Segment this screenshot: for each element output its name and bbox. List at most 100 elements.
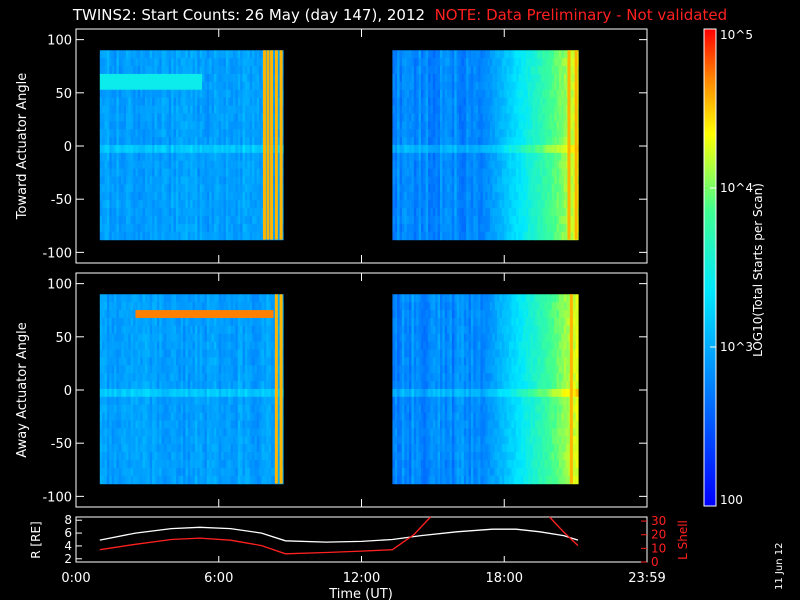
heatmap-cell <box>147 412 151 422</box>
heatmap-cell <box>104 81 108 91</box>
heatmap-cell <box>114 152 118 162</box>
heatmap-cell <box>192 333 196 343</box>
heatmap-cell <box>192 475 196 485</box>
heatmap-cell <box>161 81 165 91</box>
heatmap-cell <box>409 58 413 67</box>
heatmap-cell <box>128 349 132 358</box>
heatmap-cell <box>213 144 217 154</box>
heatmap-cell <box>144 365 148 374</box>
heatmap-cell <box>102 160 106 170</box>
heatmap-cell <box>485 129 489 138</box>
heatmap-cell <box>539 223 543 233</box>
heatmap-cell <box>504 168 508 178</box>
heatmap-cell <box>480 50 484 59</box>
heatmap-cell <box>233 152 237 162</box>
heatmap-cell <box>218 459 222 469</box>
heatmap-cell <box>230 113 234 122</box>
heatmap-cell <box>185 452 189 461</box>
heatmap-cell <box>111 168 115 178</box>
heatmap-cell <box>444 66 448 75</box>
heatmap-cell <box>206 200 210 209</box>
heatmap-cell <box>394 215 398 225</box>
heatmap-cell <box>152 176 156 185</box>
heatmap-cell <box>478 50 482 59</box>
heatmap-cell <box>249 152 253 162</box>
heatmap-cell <box>106 333 110 343</box>
heatmap-cell <box>164 349 168 358</box>
heatmap-cell <box>506 208 510 217</box>
heatmap-cell <box>168 200 172 209</box>
heatmap-cell <box>106 452 110 461</box>
heatmap-cell <box>237 160 241 170</box>
heatmap-cell <box>244 89 248 99</box>
heatmap-cell <box>485 208 489 217</box>
heatmap-cell <box>209 200 213 209</box>
heatmap-cell <box>142 215 146 225</box>
heatmap-cell <box>137 144 141 154</box>
heatmap-cell <box>485 184 489 193</box>
heatmap-cell <box>114 58 118 67</box>
heatmap-spike <box>279 50 283 240</box>
heatmap-cell <box>137 89 141 99</box>
heatmap-cell <box>418 168 422 178</box>
heatmap-cell <box>118 420 122 429</box>
heatmap-cell <box>106 168 110 178</box>
heatmap-cell <box>442 200 446 209</box>
heatmap-cell <box>175 231 179 241</box>
heatmap-cell <box>392 192 396 201</box>
heatmap-cell <box>547 97 551 107</box>
heatmap-cell <box>485 168 489 178</box>
heatmap-cell <box>156 436 160 445</box>
heatmap-cell <box>204 444 208 453</box>
heatmap-cell <box>442 113 446 122</box>
heatmap-cell <box>497 192 501 201</box>
heatmap-cell <box>416 66 420 75</box>
heatmap-cell <box>183 223 187 233</box>
heatmap-cell <box>492 97 496 107</box>
heatmap-cell <box>106 97 110 107</box>
heatmap-cell <box>178 192 182 201</box>
heatmap-cell <box>180 349 184 358</box>
heatmap-cell <box>449 58 453 67</box>
heatmap-cell <box>183 349 187 358</box>
heatmap-cell <box>125 58 129 67</box>
heatmap-cell <box>413 152 417 162</box>
heatmap-cell <box>147 89 151 99</box>
heatmap-cell <box>135 475 139 485</box>
heatmap-cell <box>492 137 496 146</box>
heatmap-cell <box>416 121 420 130</box>
heatmap-cell <box>102 137 106 146</box>
heatmap-cell <box>256 215 260 225</box>
heatmap-cell <box>539 215 543 225</box>
heatmap-cell <box>537 176 541 185</box>
chart-title: TWINS2: Start Counts: 26 May (day 147), … <box>0 6 800 24</box>
heatmap-cell <box>254 137 258 146</box>
heatmap-cell <box>428 121 432 130</box>
heatmap-cell <box>156 396 160 406</box>
heatmap-cell <box>183 428 187 437</box>
heatmap-cell <box>225 176 229 185</box>
heatmap-cell <box>199 381 203 390</box>
heatmap-cell <box>561 184 565 193</box>
heatmap-cell <box>416 137 420 146</box>
heatmap-cell <box>173 294 177 303</box>
heatmap-cell <box>190 192 194 201</box>
heatmap-cell <box>547 208 551 217</box>
heatmap-cell <box>197 444 201 453</box>
heatmap-cell <box>247 223 251 233</box>
heatmap-cell <box>216 325 220 335</box>
heatmap-cell <box>447 176 451 185</box>
heatmap-cell <box>487 137 491 146</box>
heatmap-cell <box>135 73 139 83</box>
heatmap-cell <box>532 137 536 146</box>
heatmap-cell <box>235 192 239 201</box>
heatmap-cell <box>187 97 191 107</box>
heatmap-cell <box>147 121 151 130</box>
heatmap-cell <box>175 89 179 99</box>
heatmap-cell <box>401 176 405 185</box>
heatmap-cell <box>442 66 446 75</box>
heatmap-cell <box>194 192 198 201</box>
heatmap-cell <box>461 121 465 130</box>
heatmap-cell <box>99 341 103 351</box>
heatmap-cell <box>128 412 132 422</box>
